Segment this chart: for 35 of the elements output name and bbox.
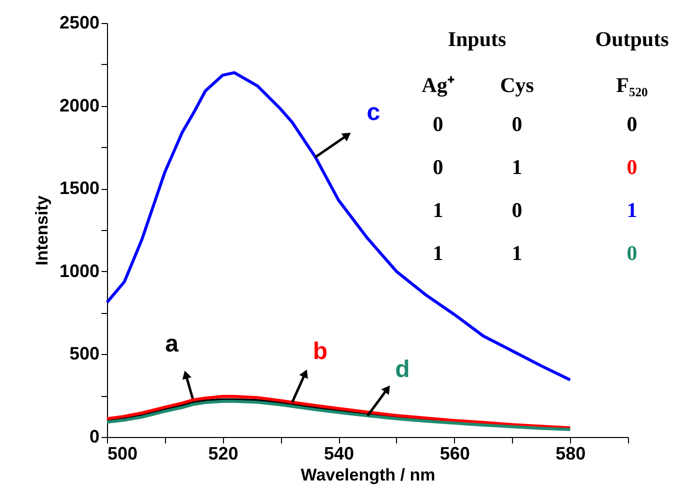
series-label: d <box>395 356 410 383</box>
y-tick-label: 2000 <box>59 95 100 116</box>
y-tick-label: 2500 <box>59 12 100 32</box>
annotation: Cys <box>500 73 534 97</box>
y-tick-label: 1000 <box>59 260 100 281</box>
x-tick-label: 580 <box>556 444 586 464</box>
annotation: 1 <box>512 155 522 179</box>
annotation: 1 <box>432 241 444 265</box>
annotation: 1 <box>626 198 638 222</box>
series-label: b <box>312 338 328 366</box>
y-tick-label: 1500 <box>59 178 100 198</box>
annotation: 1 <box>432 198 444 222</box>
x-tick-label: 560 <box>440 444 470 464</box>
annotation: Outputs <box>595 27 669 51</box>
annotation: 1 <box>512 241 522 265</box>
annotation: Inputs <box>448 27 506 51</box>
annotation: 0 <box>432 112 444 136</box>
annotation: Ag⁺ <box>422 73 454 97</box>
annotation: 0 <box>626 155 638 179</box>
x-tick-label: 520 <box>208 444 238 464</box>
x-tick-label: 500 <box>108 444 138 464</box>
annotation: F₅₂₀ <box>616 73 648 97</box>
annotation: 0 <box>432 155 444 179</box>
y-axis-title: Intensity <box>32 195 52 266</box>
annotation: 0 <box>626 241 638 265</box>
y-tick-label: 500 <box>69 344 100 364</box>
annotation: 0 <box>626 112 638 136</box>
text: c <box>366 99 380 126</box>
series-label: a <box>165 330 180 358</box>
x-tick-label: 540 <box>324 444 354 464</box>
line-series <box>106 71 572 382</box>
y-tick-label: 0 <box>89 426 100 446</box>
annotation: 0 <box>512 112 522 136</box>
x-axis-title: Wavelength / nm <box>300 466 436 484</box>
annotation: 0 <box>512 198 522 222</box>
